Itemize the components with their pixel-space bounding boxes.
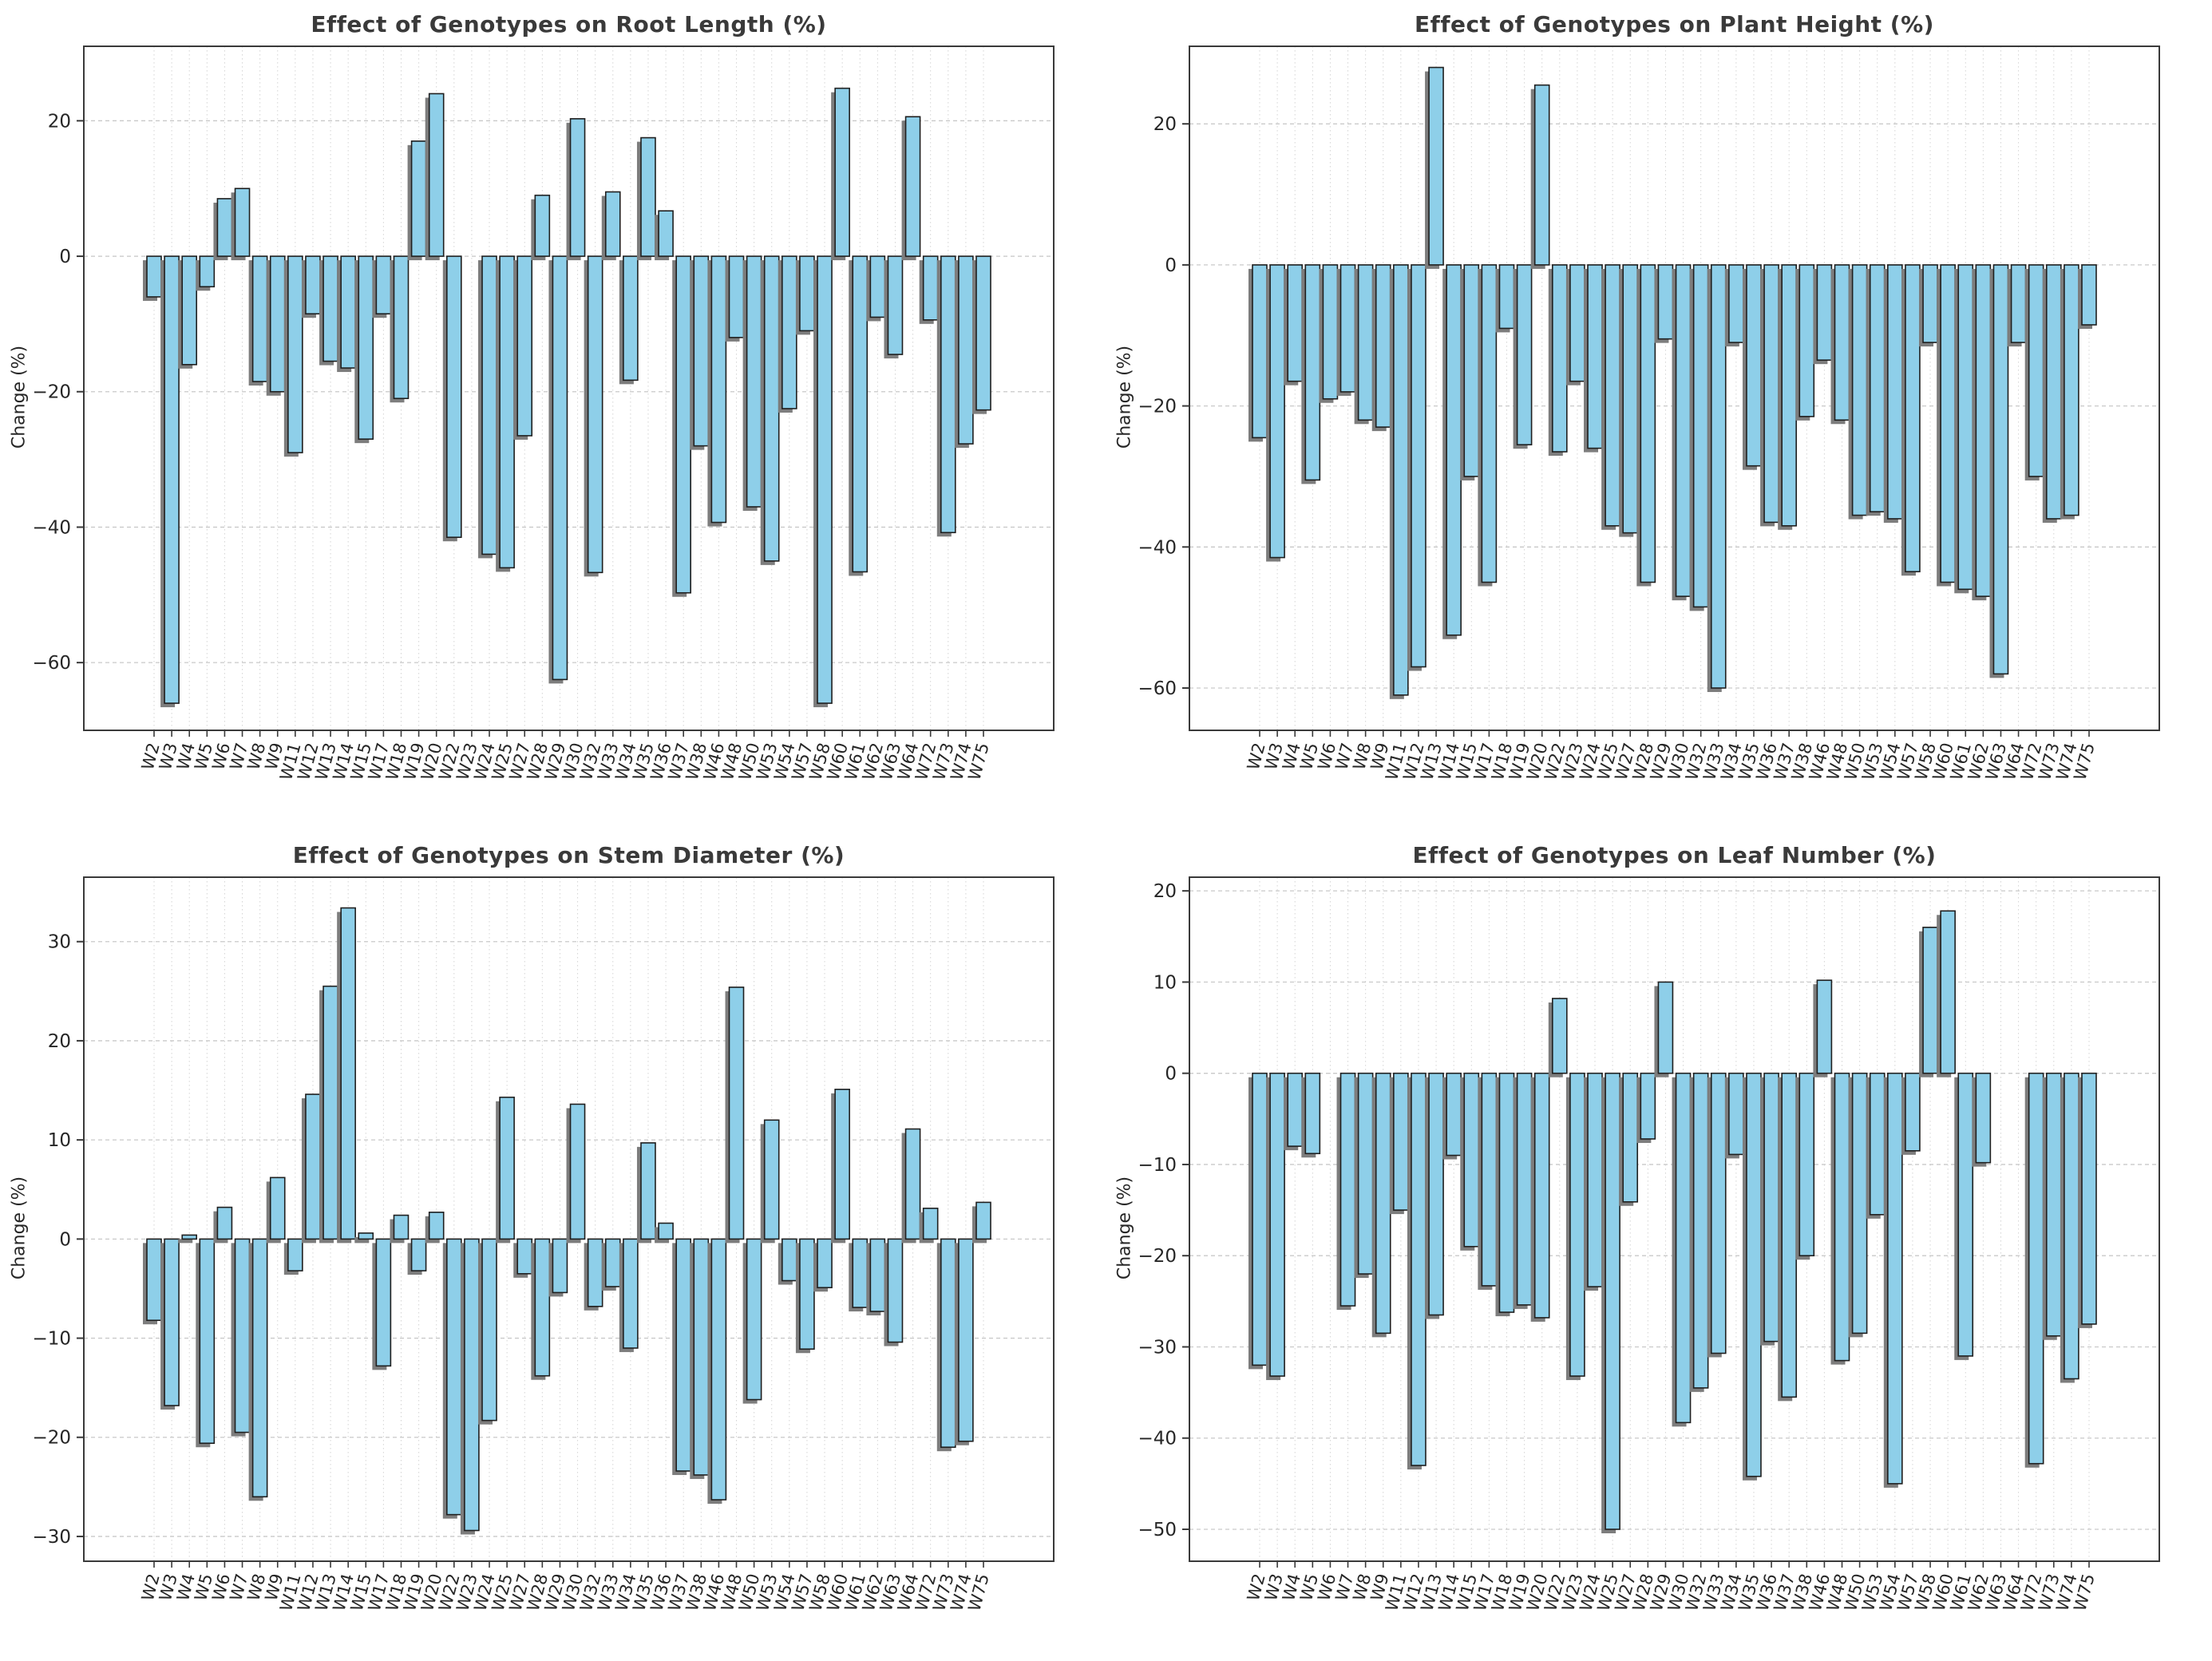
chart-stem-diameter: Effect of Genotypes on Stem Diameter (%)… (0, 831, 1106, 1661)
svg-text:10: 10 (1153, 972, 1177, 993)
chart-root-length: Effect of Genotypes on Root Length (%) C… (0, 0, 1106, 831)
svg-text:−20: −20 (32, 382, 71, 403)
svg-text:−40: −40 (1138, 537, 1177, 558)
svg-text:−40: −40 (32, 517, 71, 538)
svg-text:−50: −50 (1138, 1520, 1177, 1540)
svg-text:20: 20 (1153, 881, 1177, 902)
chart-title-stem-diameter: Effect of Genotypes on Stem Diameter (%) (292, 842, 845, 868)
svg-text:30: 30 (48, 932, 71, 953)
stem-diameter-plot: 3020100−10−20−30W2W3W4W5W6W7W8W9W11W12W1… (32, 876, 1055, 1613)
chart-plant-height: Effect of Genotypes on Plant Height (%) … (1106, 0, 2212, 831)
svg-text:−60: −60 (1138, 678, 1177, 699)
svg-text:20: 20 (48, 111, 71, 132)
svg-text:20: 20 (48, 1031, 71, 1052)
svg-text:−30: −30 (1138, 1337, 1177, 1358)
svg-text:−10: −10 (1138, 1155, 1177, 1176)
svg-text:−40: −40 (1138, 1429, 1177, 1449)
svg-text:−20: −20 (32, 1428, 71, 1449)
svg-text:0: 0 (59, 1229, 71, 1250)
plant-height-plot: 200−20−40−60W2W3W4W5W6W7W8W9W11W12W13W14… (1138, 45, 2160, 782)
svg-text:0: 0 (1165, 1064, 1177, 1085)
chart-title-leaf-number: Effect of Genotypes on Leaf Number (%) (1412, 842, 1937, 868)
svg-text:−20: −20 (1138, 1246, 1177, 1267)
chart-leaf-number: Effect of Genotypes on Leaf Number (%) C… (1106, 831, 2212, 1661)
svg-text:−20: −20 (1138, 397, 1177, 417)
leaf-number-plot: 20100−10−20−30−40−50W2W3W4W5W6W7W8W9W11W… (1138, 876, 2160, 1613)
chart-title-root-length: Effect of Genotypes on Root Length (%) (311, 11, 827, 38)
svg-text:0: 0 (59, 247, 71, 267)
svg-text:10: 10 (48, 1130, 71, 1151)
svg-text:−10: −10 (32, 1329, 71, 1350)
svg-text:20: 20 (1153, 114, 1177, 135)
svg-text:0: 0 (1165, 255, 1177, 276)
root-length-plot: 200−20−40−60W2W3W4W5W6W7W8W9W11W12W13W14… (32, 45, 1055, 782)
svg-text:−30: −30 (32, 1527, 71, 1548)
chart-title-plant-height: Effect of Genotypes on Plant Height (%) (1415, 11, 1934, 38)
svg-text:−60: −60 (32, 653, 71, 674)
